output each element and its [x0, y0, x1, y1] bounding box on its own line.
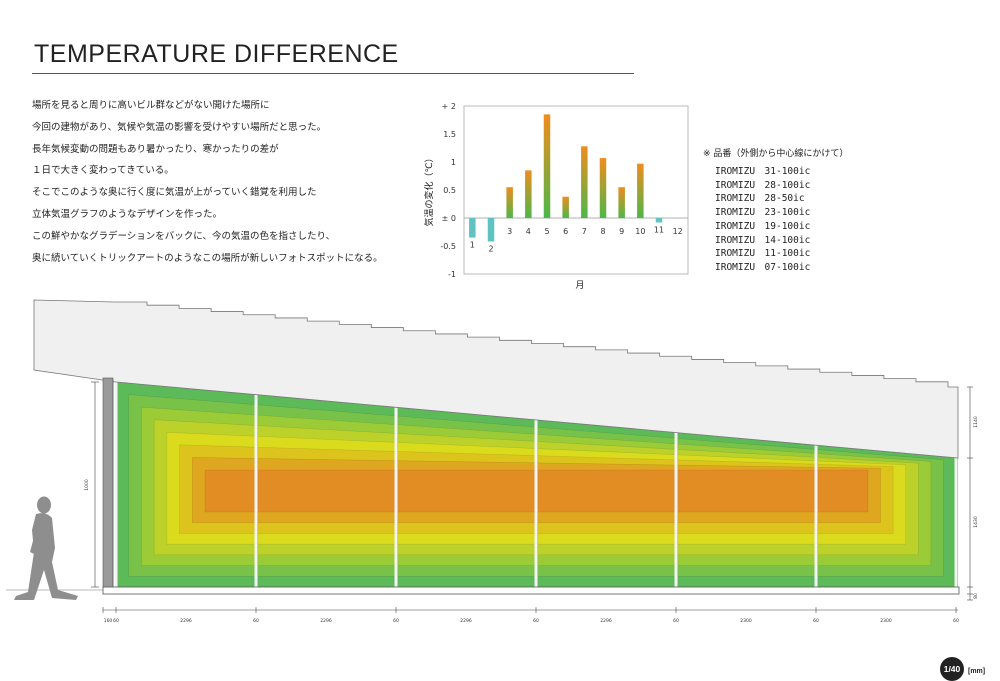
legend-item: IROMIZU 11-100ic — [715, 248, 811, 260]
width-dim-label: 60 — [953, 618, 959, 624]
bar-month-9 — [618, 187, 625, 218]
bar-month-8 — [599, 158, 607, 218]
width-dim-label: 2296 — [600, 618, 612, 624]
temperature-change-chart: + 21.510.5± 0-0.5-11 23 4 5 6 7 8 9 10 11 12月気温の変化… — [423, 102, 689, 291]
y-axis-label: 気温の変化（℃） — [423, 153, 435, 226]
description-line: 立体気温グラフのようなデザインを作った。 — [32, 208, 223, 220]
width-dim-label: 160 — [104, 618, 113, 624]
y-tick-label: -1 — [448, 270, 456, 279]
x-tick-label: 3 — [507, 227, 512, 236]
y-tick-label: ± 0 — [442, 214, 456, 223]
x-tick-label: 6 — [563, 227, 568, 236]
plot-frame — [463, 105, 689, 275]
page-title: TEMPERATURE DIFFERENCE — [34, 40, 399, 68]
legend-item: IROMIZU 07-100ic — [715, 261, 811, 273]
roof-structure — [33, 299, 959, 459]
floor-slab — [102, 586, 960, 595]
height-dim-label: 1000 — [84, 479, 90, 491]
color-legend: ※ 品番（外側から中心線にかけて） IROMIZU 31-100ic IROMI… — [703, 146, 848, 275]
person-silhouette — [14, 496, 78, 600]
width-dim-label: 2300 — [740, 618, 752, 624]
y-tick-label: 0.5 — [443, 186, 456, 195]
description-line: １日で大きく変わってきている。 — [32, 165, 174, 177]
unit-label: [mm] — [968, 668, 986, 675]
x-tick-label: 8 — [600, 227, 605, 236]
width-dim-label: 2296 — [180, 618, 192, 624]
legend-item: IROMIZU 31-100ic — [715, 166, 811, 177]
x-tick-label: 11 — [654, 225, 664, 234]
width-dim-label: 60 — [813, 618, 819, 624]
width-dim-label: 2296 — [460, 618, 472, 624]
description-line: 今回の建物があり、気候や気温の影響を受けやすい場所だと思った。 — [32, 121, 327, 133]
legend-item: IROMIZU 23-100ic — [715, 207, 811, 219]
bar-month-1 — [469, 218, 476, 238]
support-column — [102, 377, 114, 589]
width-dim-label: 2300 — [880, 618, 892, 624]
legend-item: IROMIZU 28-100ic — [715, 179, 811, 191]
x-tick-label: 2 — [488, 245, 493, 254]
x-tick-label: 7 — [582, 227, 587, 236]
x-axis-label: 月 — [575, 280, 584, 291]
x-tick-label: 9 — [619, 227, 624, 236]
bar-month-5 — [543, 114, 551, 218]
description-line: 長年気候変動の問題もあり暑かったり、寒かったりの差が — [32, 143, 279, 155]
x-tick-label: 12 — [673, 227, 683, 236]
width-dim-label: 60 — [113, 618, 119, 624]
width-dim-label: 60 — [253, 618, 259, 624]
bar-month-2 — [487, 218, 495, 242]
description-line: 場所を見ると周りに高いビル群などがない開けた場所に — [32, 100, 270, 111]
y-tick-label: + 2 — [442, 102, 456, 111]
description-line: 奥に続いていくトリックアートのようなこの場所が新しいフォトスポットになる。 — [32, 252, 383, 264]
bar-month-7 — [581, 146, 588, 218]
bar-month-6 — [562, 196, 569, 218]
page-number-badge: 1/40 — [940, 657, 964, 681]
y-tick-label: -0.5 — [440, 242, 456, 251]
bar-month-4 — [525, 170, 532, 218]
legend-heading: ※ 品番（外側から中心線にかけて） — [703, 149, 849, 159]
height-dim-label: 80 — [973, 593, 979, 599]
height-dim-label: 1430 — [973, 516, 979, 528]
title-divider — [32, 73, 634, 74]
bar-month-10 — [637, 163, 644, 218]
legend-item: IROMIZU 19-100ic — [715, 220, 811, 232]
x-tick-label: 4 — [526, 227, 531, 236]
y-tick-label: 1.5 — [443, 130, 456, 139]
description-line: この鮮やかなグラデーションをバックに、今の気温の色を指さしたり、 — [32, 230, 336, 242]
width-dim-label: 60 — [393, 618, 399, 624]
description-text: 場所を見ると周りに高いビル群などがない開けた場所に 今回の建物があり、気候や気温… — [32, 95, 383, 269]
height-dim-label: 1140 — [973, 416, 979, 428]
legend-item: IROMIZU 28-50ic — [715, 193, 805, 205]
description-line: そこでこのような奥に行く度に気温が上がっていく錯覚を利用した — [32, 187, 317, 199]
bar-month-3 — [506, 187, 513, 218]
person-head — [37, 496, 51, 514]
person-arm — [30, 522, 42, 554]
x-tick-label: 5 — [544, 227, 549, 236]
person-body — [14, 513, 78, 600]
y-tick-label: 1 — [451, 158, 456, 167]
width-dim-label: 2296 — [320, 618, 332, 624]
legend-item: IROMIZU 14-100ic — [715, 234, 811, 246]
width-dim-label: 60 — [533, 618, 539, 624]
width-dim-label: 60 — [673, 618, 679, 624]
x-tick-label: 10 — [635, 227, 645, 236]
x-tick-label: 1 — [470, 241, 475, 250]
bar-month-11 — [655, 218, 663, 223]
